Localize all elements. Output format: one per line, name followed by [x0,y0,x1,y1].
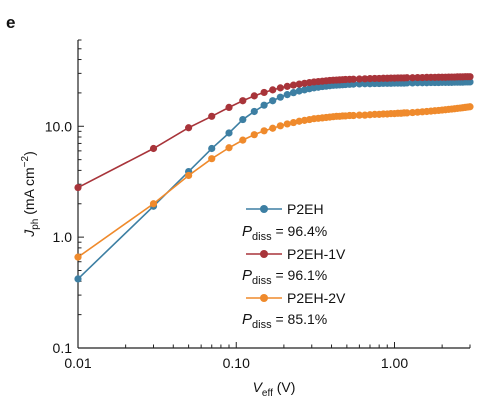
data-point-p2eh [74,275,82,283]
data-point-p2eh-2v [349,111,358,120]
data-point-p2eh-2v [269,124,277,132]
y-axis-title-main: J [21,229,37,238]
pdiss-symbol-p2eh: P [242,223,252,240]
data-point-p2eh-1v [276,84,284,92]
data-point-p2eh-1v [225,103,233,111]
data-point-p2eh-2v [260,127,268,135]
data-point-p2eh-1v [403,74,411,82]
data-point-p2eh-1v [149,144,158,153]
legend-marker-p2eh [260,205,268,213]
data-point-p2eh [269,97,277,105]
legend-pdiss-p2eh: Pdiss = 96.4% [242,223,327,243]
data-point-p2eh-1v [239,97,247,105]
data-point-p2eh-1v [208,112,216,120]
pdiss-value-p2eh-1v: = 96.1% [272,267,328,283]
panel-label: e [6,13,15,32]
pdiss-value-p2eh-2v: = 85.1% [272,311,328,327]
y-axis-title-unit: (mA cm [21,167,37,218]
legend-label-p2eh-1v: P2EH-1V [287,246,346,262]
data-point-p2eh-1v [185,124,193,132]
data-point-p2eh-2v [466,103,474,111]
x-tick-label: 0.01 [64,355,91,371]
pdiss-sub-p2eh: diss [252,231,272,243]
pdiss-sub-p2eh-1v: diss [252,275,272,287]
data-point-p2eh-2v [225,144,233,152]
x-tick-label: 1.00 [381,355,408,371]
data-point-p2eh-2v [355,111,363,119]
data-point-p2eh-2v [403,109,411,117]
data-point-p2eh-2v [208,155,216,163]
data-point-p2eh-2v [239,136,247,144]
series-layer [74,73,474,283]
data-point-p2eh [276,93,284,101]
legend-marker-p2eh-2v [260,294,268,302]
data-point-p2eh-2v [283,120,291,128]
legend-marker-p2eh-1v [260,250,268,258]
data-point-p2eh-1v [260,88,268,97]
legend-label-p2eh-2v: P2EH-2V [287,290,346,306]
data-point-p2eh [349,80,358,88]
x-axis-title: Veff (V) [253,379,296,399]
legend-pdiss-p2eh-2v: Pdiss = 85.1% [242,311,327,331]
pdiss-sub-p2eh-2v: diss [252,319,272,331]
data-point-p2eh-1v [295,80,303,88]
legend-pdiss-p2eh-1v: Pdiss = 96.1% [242,267,327,287]
y-axis-ticks: 0.1 1.0 10.0 [45,39,84,356]
data-point-p2eh [208,144,216,153]
data-point-p2eh [355,80,363,88]
series-p2eh [74,78,474,283]
data-point-p2eh [408,79,417,87]
data-point-p2eh-2v [295,117,303,125]
data-point-p2eh-1v [289,81,298,89]
x-axis-title-unit: (V) [273,379,296,395]
data-point-p2eh-1v [74,183,82,192]
y-axis-title-unit-sup: −2 [20,155,31,167]
x-tick-label: 0.10 [223,355,250,371]
data-point-p2eh [250,107,258,116]
data-point-p2eh [283,91,291,99]
data-point-p2eh [225,129,233,137]
y-tick-label: 0.1 [53,340,73,356]
data-point-p2eh-2v [74,253,82,261]
series-p2eh-1v [74,73,474,192]
data-point-p2eh-1v [269,86,277,94]
y-axis-title-close: ) [21,151,37,156]
data-point-p2eh-1v [349,75,358,83]
pdiss-symbol-p2eh-1v: P [242,267,252,284]
data-point-p2eh-2v [289,118,298,127]
data-point-p2eh [289,89,298,97]
x-axis-title-main: V [253,379,264,395]
pdiss-symbol-p2eh-2v: P [242,311,252,328]
data-point-p2eh-2v [149,200,158,208]
x-axis-ticks: 0.01 0.10 1.00 [64,342,471,371]
data-point-p2eh-1v [466,73,474,81]
legend-label-p2eh: P2EH [287,201,324,217]
y-axis-title-sub: ph [30,219,41,230]
legend-entry-p2eh: P2EH Pdiss = 96.4% [242,201,327,243]
legend: P2EH Pdiss = 96.4% P2EH-1V Pdiss = 96.1%… [242,201,346,331]
series-p2eh-2v [74,103,474,261]
data-point-p2eh [239,115,247,124]
legend-entry-p2eh-2v: P2EH-2V Pdiss = 85.1% [242,290,346,331]
data-point-p2eh-1v [250,92,258,100]
y-tick-label: 1.0 [53,229,73,245]
data-point-p2eh-1v [283,82,291,90]
data-point-p2eh-2v [250,131,258,139]
data-point-p2eh-2v [276,122,284,130]
plot-area [77,40,470,349]
data-point-p2eh [260,101,268,109]
x-axis-title-sub: eff [262,388,273,399]
data-point-p2eh-2v [185,171,193,180]
data-point-p2eh-1v [408,74,417,82]
series-line-p2eh-1v [77,75,470,189]
pdiss-value-p2eh: = 96.4% [272,223,328,239]
y-axis-title: Jph (mA cm−2) [20,151,41,238]
data-point-p2eh-1v [355,75,363,83]
legend-entry-p2eh-1v: P2EH-1V Pdiss = 96.1% [242,246,346,287]
y-tick-label: 10.0 [45,118,72,134]
data-point-p2eh-1v [361,75,369,83]
